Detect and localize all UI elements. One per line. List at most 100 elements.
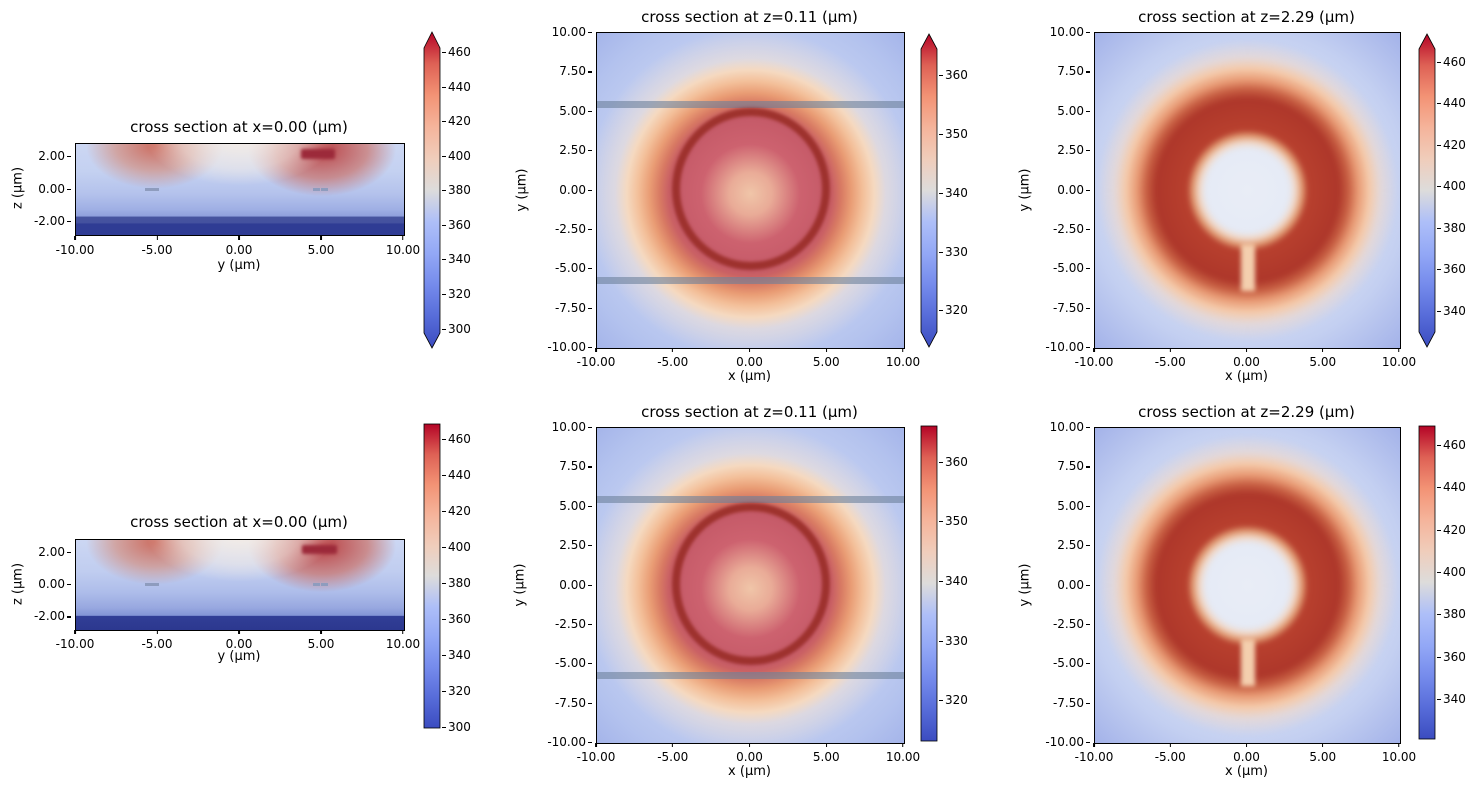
ring-overlay xyxy=(671,503,830,666)
y-tick-label: 2.00 xyxy=(38,545,74,559)
colorbar-tick-label: 350 xyxy=(939,514,968,528)
x-tick-label: 10.00 xyxy=(1381,355,1417,369)
y-tick-label: 2.00 xyxy=(38,149,74,163)
slab-line xyxy=(597,276,904,284)
waveguide-dash xyxy=(144,583,152,587)
y-tick-label: 2.50 xyxy=(559,143,595,157)
colorbar-tick-label: 380 xyxy=(1437,221,1466,235)
x-tick-label: 10.00 xyxy=(885,750,921,764)
x-tick-label: -5.00 xyxy=(1154,355,1186,369)
x-tick-label: -10.00 xyxy=(55,637,95,651)
colorbar-tick-label: 420 xyxy=(442,114,471,128)
waveguide-dash xyxy=(144,187,152,191)
colorbar-gradient xyxy=(1418,425,1436,740)
y-axis-ticks: 10.00 7.50 5.00 2.50 0.00 -2.50 -5.00 -7… xyxy=(994,25,1093,354)
colorbar-tick-label: 440 xyxy=(442,468,471,482)
plot-title: cross section at z=2.29 (μm) xyxy=(1138,8,1355,26)
notch-gap xyxy=(1240,639,1255,686)
colorbar-tick-label: 420 xyxy=(442,504,471,518)
y-tick-label: 5.00 xyxy=(559,499,595,513)
colorbar-gradient xyxy=(920,33,938,348)
y-tick-label: -7.50 xyxy=(1053,301,1093,315)
colorbar: 360 350 340 330 320 xyxy=(920,33,990,348)
y-tick-label: 0.00 xyxy=(559,183,595,197)
waveguide-dash xyxy=(320,583,328,587)
colorbar: 360 350 340 330 320 xyxy=(920,425,990,742)
x-tick-label: 10.00 xyxy=(385,637,421,651)
y-tick-label: 10.00 xyxy=(552,420,595,434)
y-tick-label: 0.00 xyxy=(38,577,74,591)
y-tick-label: 2.50 xyxy=(559,538,595,552)
y-tick-label: -5.00 xyxy=(1053,656,1093,670)
x-axis-label: x (μm) xyxy=(1225,764,1268,779)
y-tick-label: 0.00 xyxy=(559,578,595,592)
y-tick-label: 7.50 xyxy=(559,459,595,473)
colorbar-tick-label: 330 xyxy=(939,245,968,259)
y-tick-label: 5.00 xyxy=(559,104,595,118)
x-axis-label: x (μm) xyxy=(1225,369,1268,384)
colorbar: 460 440 420 400 380 360 340 xyxy=(1418,33,1480,348)
x-tick-label: -5.00 xyxy=(141,637,173,651)
colorbar-tick-label: 380 xyxy=(1437,607,1466,621)
x-axis-ticks: -10.00 -5.00 0.00 5.00 10.00 xyxy=(1075,742,1417,764)
waveguide-dash xyxy=(320,187,328,191)
hot-spot-bar xyxy=(300,149,336,160)
x-tick-label: 0.00 xyxy=(225,637,253,651)
y-axis-ticks: 10.00 7.50 5.00 2.50 0.00 -2.50 -5.00 -7… xyxy=(496,25,595,354)
x-axis-label: x (μm) xyxy=(728,764,771,779)
colorbar-gradient xyxy=(423,423,441,729)
colorbar-tick-label: 300 xyxy=(442,322,471,336)
plot-title: cross section at z=2.29 (μm) xyxy=(1138,403,1355,421)
colorbar-tick-label: 400 xyxy=(442,149,471,163)
waveguide-dash xyxy=(312,187,320,191)
x-tick-label: -10.00 xyxy=(576,355,616,369)
x-axis-ticks: -10.00 -5.00 0.00 5.00 10.00 xyxy=(577,742,921,764)
x-axis-label: x (μm) xyxy=(728,369,771,384)
colorbar-tick-label: 330 xyxy=(939,634,968,648)
colorbar-tick-label: 340 xyxy=(442,648,471,662)
colorbar-tick-label: 460 xyxy=(1437,55,1466,69)
x-axis-label: y (μm) xyxy=(217,649,261,664)
colorbar-tick-label: 400 xyxy=(442,540,471,554)
colorbar-tick-label: 460 xyxy=(1437,438,1466,452)
x-tick-label: 10.00 xyxy=(1381,750,1417,764)
y-tick-label: -5.00 xyxy=(1053,261,1093,275)
annulus-overlay xyxy=(1095,33,1400,348)
y-tick-label: -2.50 xyxy=(555,617,595,631)
y-tick-label: 10.00 xyxy=(1050,420,1093,434)
x-tick-label: -10.00 xyxy=(1074,750,1114,764)
colorbar-tick-label: 440 xyxy=(1437,480,1466,494)
plot-title: cross section at x=0.00 (μm) xyxy=(130,118,348,136)
y-tick-label: 2.50 xyxy=(1057,143,1093,157)
x-axis-ticks: -10.00 -5.00 0.00 5.00 10.00 xyxy=(577,347,921,369)
y-tick-label: -5.00 xyxy=(555,656,595,670)
y-tick-label: -10.00 xyxy=(1045,340,1093,354)
heatmap-xcut xyxy=(75,143,405,236)
heatmap-xcut xyxy=(75,539,405,631)
y-tick-label: -5.00 xyxy=(555,261,595,275)
hot-spot-bar xyxy=(302,544,337,555)
heatmap-annulus xyxy=(1094,32,1401,349)
x-tick-label: 0.00 xyxy=(736,750,763,764)
y-axis-ticks: 2.00 0.00 -2.00 xyxy=(0,539,74,629)
colorbar-tick-label: 460 xyxy=(442,45,471,59)
colorbar-tick-label: 300 xyxy=(442,720,471,734)
colorbar: 460 440 420 400 380 360 340 320 300 xyxy=(423,423,493,734)
colorbar-tick-label: 340 xyxy=(1437,304,1466,318)
colorbar-tick-label: 440 xyxy=(1437,96,1466,110)
y-tick-label: 7.50 xyxy=(1057,64,1093,78)
colorbar-gradient xyxy=(1418,33,1436,348)
plot-title: cross section at z=0.11 (μm) xyxy=(641,403,858,421)
x-tick-label: 0.00 xyxy=(736,355,763,369)
colorbar-tick-label: 340 xyxy=(442,252,471,266)
x-tick-label: -5.00 xyxy=(141,243,173,257)
x-tick-label: -10.00 xyxy=(55,243,95,257)
y-tick-label: -2.50 xyxy=(555,222,595,236)
waveguide-dash xyxy=(152,187,160,191)
y-tick-label: 0.00 xyxy=(38,182,74,196)
x-tick-label: 5.00 xyxy=(812,750,840,764)
x-tick-label: 5.00 xyxy=(307,243,335,257)
y-tick-label: -7.50 xyxy=(555,696,595,710)
y-tick-label: -2.50 xyxy=(1053,617,1093,631)
x-axis-label: y (μm) xyxy=(217,258,261,273)
